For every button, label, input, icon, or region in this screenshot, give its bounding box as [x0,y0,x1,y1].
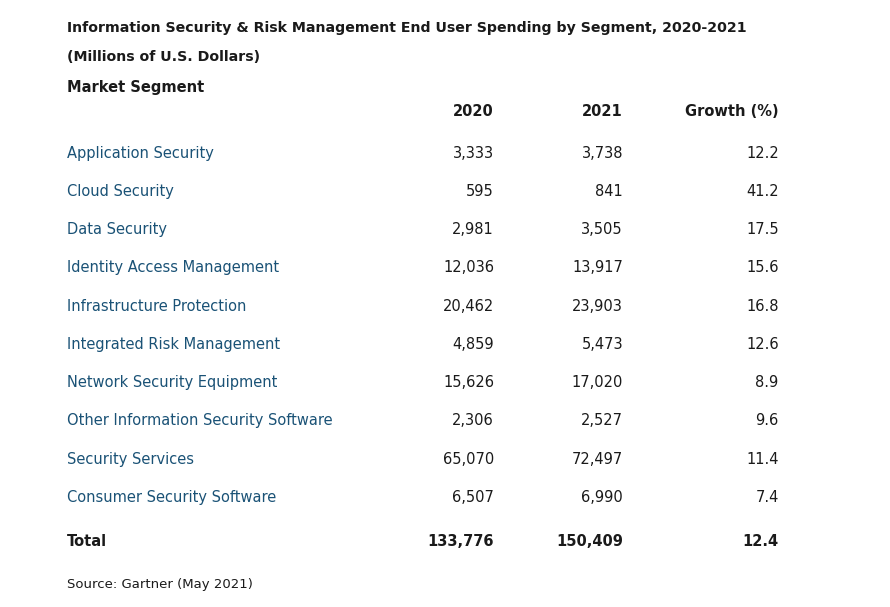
Text: 2,527: 2,527 [581,413,623,429]
Text: 17,020: 17,020 [571,375,623,390]
Text: Identity Access Management: Identity Access Management [67,260,279,276]
Text: 150,409: 150,409 [556,534,623,549]
Text: 20,462: 20,462 [442,299,494,314]
Text: Infrastructure Protection: Infrastructure Protection [67,299,247,314]
Text: 2,306: 2,306 [452,413,494,429]
Text: 17.5: 17.5 [746,222,779,237]
Text: 3,333: 3,333 [453,146,494,161]
Text: 2020: 2020 [453,104,494,120]
Text: 7.4: 7.4 [756,490,779,505]
Text: 12.6: 12.6 [746,337,779,352]
Text: 3,738: 3,738 [581,146,623,161]
Text: 12.2: 12.2 [746,146,779,161]
Text: Cloud Security: Cloud Security [67,184,174,199]
Text: 3,505: 3,505 [581,222,623,237]
Text: 2,981: 2,981 [452,222,494,237]
Text: (Millions of U.S. Dollars): (Millions of U.S. Dollars) [67,50,260,64]
Text: 841: 841 [595,184,623,199]
Text: Security Services: Security Services [67,452,194,467]
Text: 15.6: 15.6 [746,260,779,276]
Text: 6,507: 6,507 [452,490,494,505]
Text: 23,903: 23,903 [572,299,623,314]
Text: 16.8: 16.8 [746,299,779,314]
Text: Data Security: Data Security [67,222,166,237]
Text: 11.4: 11.4 [746,452,779,467]
Text: 41.2: 41.2 [746,184,779,199]
Text: 133,776: 133,776 [427,534,494,549]
Text: Source: Gartner (May 2021): Source: Gartner (May 2021) [67,578,253,591]
Text: Consumer Security Software: Consumer Security Software [67,490,276,505]
Text: 8.9: 8.9 [756,375,779,390]
Text: 12.4: 12.4 [742,534,779,549]
Text: 5,473: 5,473 [581,337,623,352]
Text: Information Security & Risk Management End User Spending by Segment, 2020-2021: Information Security & Risk Management E… [67,21,747,35]
Text: 15,626: 15,626 [443,375,494,390]
Text: Integrated Risk Management: Integrated Risk Management [67,337,279,352]
Text: Application Security: Application Security [67,146,214,161]
Text: Total: Total [67,534,107,549]
Text: 65,070: 65,070 [442,452,494,467]
Text: Growth (%): Growth (%) [685,104,779,120]
Text: 4,859: 4,859 [452,337,494,352]
Text: 595: 595 [466,184,494,199]
Text: 9.6: 9.6 [756,413,779,429]
Text: 72,497: 72,497 [571,452,623,467]
Text: Market Segment: Market Segment [67,80,204,95]
Text: 6,990: 6,990 [581,490,623,505]
Text: Network Security Equipment: Network Security Equipment [67,375,277,390]
Text: 13,917: 13,917 [572,260,623,276]
Text: Other Information Security Software: Other Information Security Software [67,413,332,429]
Text: 2021: 2021 [582,104,623,120]
Text: 12,036: 12,036 [443,260,494,276]
